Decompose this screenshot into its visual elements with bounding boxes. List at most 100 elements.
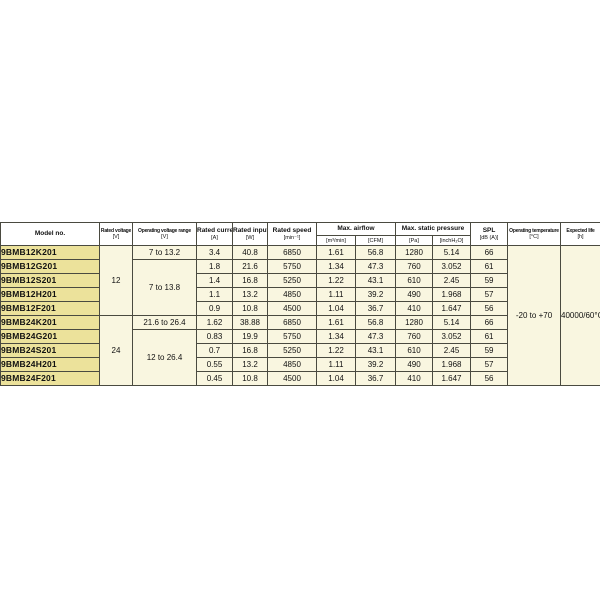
model-cell: 9BMB12S201 xyxy=(0,273,100,288)
pressure-pa-cell: 490 xyxy=(395,287,433,302)
pressure-inchh2o-cell: 5.14 xyxy=(431,315,472,330)
airflow-m3min-cell: 1.34 xyxy=(316,329,356,344)
pressure-pa-cell: 610 xyxy=(395,273,433,288)
subheader-airflow-cfm: [CFM] xyxy=(355,235,396,246)
spl-cell: 57 xyxy=(470,287,509,302)
airflow-cfm-cell: 56.8 xyxy=(355,245,396,260)
rated-current-cell: 0.83 xyxy=(196,329,233,344)
airflow-cfm-cell: 43.1 xyxy=(355,273,396,288)
airflow-cfm-cell: 47.3 xyxy=(355,329,396,344)
rated-speed-cell: 5750 xyxy=(267,259,317,274)
col-header-spl: SPL [dB (A)] xyxy=(470,222,509,246)
voltage-range-cell: 12 to 26.4 xyxy=(132,329,197,386)
expected-life-cell: 40000/60°C xyxy=(560,245,600,386)
model-cell: 9BMB24G201 xyxy=(0,329,100,344)
rated-speed-cell: 5250 xyxy=(267,273,317,288)
rated-current-cell: 0.7 xyxy=(196,343,233,358)
col-header-operating-voltage-range: Operating voltage range [V] xyxy=(132,222,197,246)
pressure-inchh2o-cell: 3.052 xyxy=(431,329,472,344)
pressure-inchh2o-cell: 2.45 xyxy=(431,343,472,358)
spl-cell: 61 xyxy=(470,329,509,344)
rated-input-cell: 10.8 xyxy=(232,301,268,316)
rated-current-cell: 0.55 xyxy=(196,357,233,372)
rated-current-cell: 1.4 xyxy=(196,273,233,288)
pressure-inchh2o-cell: 1.647 xyxy=(431,371,472,386)
rated-input-cell: 38.88 xyxy=(232,315,268,330)
model-cell: 9BMB24F201 xyxy=(0,371,100,386)
table-header: Model no. Rated voltage [V] Operating vol… xyxy=(0,222,600,246)
airflow-cfm-cell: 36.7 xyxy=(355,371,396,386)
table-row: 9BMB24K201 24 21.6 to 26.4 1.62 38.88 68… xyxy=(0,315,600,386)
spl-cell: 56 xyxy=(470,301,509,316)
fan-spec-table: Model no. Rated voltage [V] Operating vol… xyxy=(0,222,600,386)
spl-cell: 57 xyxy=(470,357,509,372)
header-label: Model no. xyxy=(34,229,66,237)
subheader-airflow-m3min: [m³/min] xyxy=(316,235,356,246)
model-cell: 9BMB24K201 xyxy=(0,315,100,330)
rated-speed-cell: 6850 xyxy=(267,245,317,260)
subheader-pressure-pa: [Pa] xyxy=(395,235,433,246)
airflow-m3min-cell: 1.22 xyxy=(316,273,356,288)
airflow-m3min-cell: 1.04 xyxy=(316,371,356,386)
rated-input-cell: 21.6 xyxy=(232,259,268,274)
rated-input-cell: 19.9 xyxy=(232,329,268,344)
rated-input-cell: 13.2 xyxy=(232,287,268,302)
model-cell: 9BMB12G201 xyxy=(0,259,100,274)
pressure-pa-cell: 1280 xyxy=(395,315,433,330)
spl-cell: 56 xyxy=(470,371,509,386)
airflow-cfm-cell: 36.7 xyxy=(355,301,396,316)
col-header-rated-speed: Rated speed [min⁻¹] xyxy=(267,222,317,246)
pressure-pa-cell: 410 xyxy=(395,301,433,316)
rated-speed-cell: 4850 xyxy=(267,287,317,302)
table-row: 9BMB12G201 7 to 13.8 1.8 21.6 5750 1.34 … xyxy=(0,259,600,316)
table-row: 9BMB12F201 0.9 10.8 4500 1.04 36.7 410 1… xyxy=(0,301,600,316)
rated-speed-cell: 6850 xyxy=(267,315,317,330)
rated-voltage-cell: 12 xyxy=(99,245,133,316)
pressure-inchh2o-cell: 5.14 xyxy=(431,245,472,260)
pressure-pa-cell: 760 xyxy=(395,329,433,344)
rated-current-cell: 0.45 xyxy=(196,371,233,386)
rated-voltage-cell: 24 xyxy=(99,315,133,386)
model-cell: 9BMB24S201 xyxy=(0,343,100,358)
rated-current-cell: 3.4 xyxy=(196,245,233,260)
col-header-rated-input: Rated input [W] xyxy=(232,222,268,246)
model-cell: 9BMB24H201 xyxy=(0,357,100,372)
rated-input-cell: 40.8 xyxy=(232,245,268,260)
airflow-cfm-cell: 56.8 xyxy=(355,315,396,330)
rated-speed-cell: 4500 xyxy=(267,301,317,316)
pressure-pa-cell: 490 xyxy=(395,357,433,372)
operating-temperature-cell: -20 to +70 xyxy=(507,245,562,386)
airflow-m3min-cell: 1.34 xyxy=(316,259,356,274)
airflow-m3min-cell: 1.11 xyxy=(316,287,356,302)
pressure-inchh2o-cell: 1.647 xyxy=(431,301,472,316)
rated-speed-cell: 4500 xyxy=(267,371,317,386)
pressure-inchh2o-cell: 1.968 xyxy=(431,357,472,372)
pressure-pa-cell: 410 xyxy=(395,371,433,386)
airflow-m3min-cell: 1.04 xyxy=(316,301,356,316)
col-header-model: Model no. xyxy=(0,222,100,246)
airflow-m3min-cell: 1.11 xyxy=(316,357,356,372)
rated-speed-cell: 5250 xyxy=(267,343,317,358)
pressure-pa-cell: 610 xyxy=(395,343,433,358)
airflow-m3min-cell: 1.61 xyxy=(316,245,356,260)
airflow-m3min-cell: 1.61 xyxy=(316,315,356,330)
table-row: 9BMB24F201 0.45 10.8 4500 1.04 36.7 410 … xyxy=(0,371,600,386)
col-header-operating-temperature: Operating temperature [°C] xyxy=(507,222,562,246)
pressure-inchh2o-cell: 3.052 xyxy=(431,259,472,274)
pressure-inchh2o-cell: 1.968 xyxy=(431,287,472,302)
rated-current-cell: 0.9 xyxy=(196,301,233,316)
airflow-m3min-cell: 1.22 xyxy=(316,343,356,358)
col-header-expected-life: Expected life [h] xyxy=(560,222,600,246)
airflow-cfm-cell: 43.1 xyxy=(355,343,396,358)
rated-speed-cell: 4850 xyxy=(267,357,317,372)
voltage-range-cell: 21.6 to 26.4 xyxy=(132,315,197,330)
table-body: 9BMB12K201 12 7 to 13.2 3.4 40.8 6850 1.… xyxy=(0,245,600,386)
rated-input-cell: 10.8 xyxy=(232,371,268,386)
rated-input-cell: 16.8 xyxy=(232,273,268,288)
model-cell: 9BMB12F201 xyxy=(0,301,100,316)
model-cell: 9BMB12K201 xyxy=(0,245,100,260)
rated-current-cell: 1.62 xyxy=(196,315,233,330)
rated-input-cell: 13.2 xyxy=(232,357,268,372)
pressure-pa-cell: 760 xyxy=(395,259,433,274)
voltage-range-cell: 7 to 13.8 xyxy=(132,259,197,316)
